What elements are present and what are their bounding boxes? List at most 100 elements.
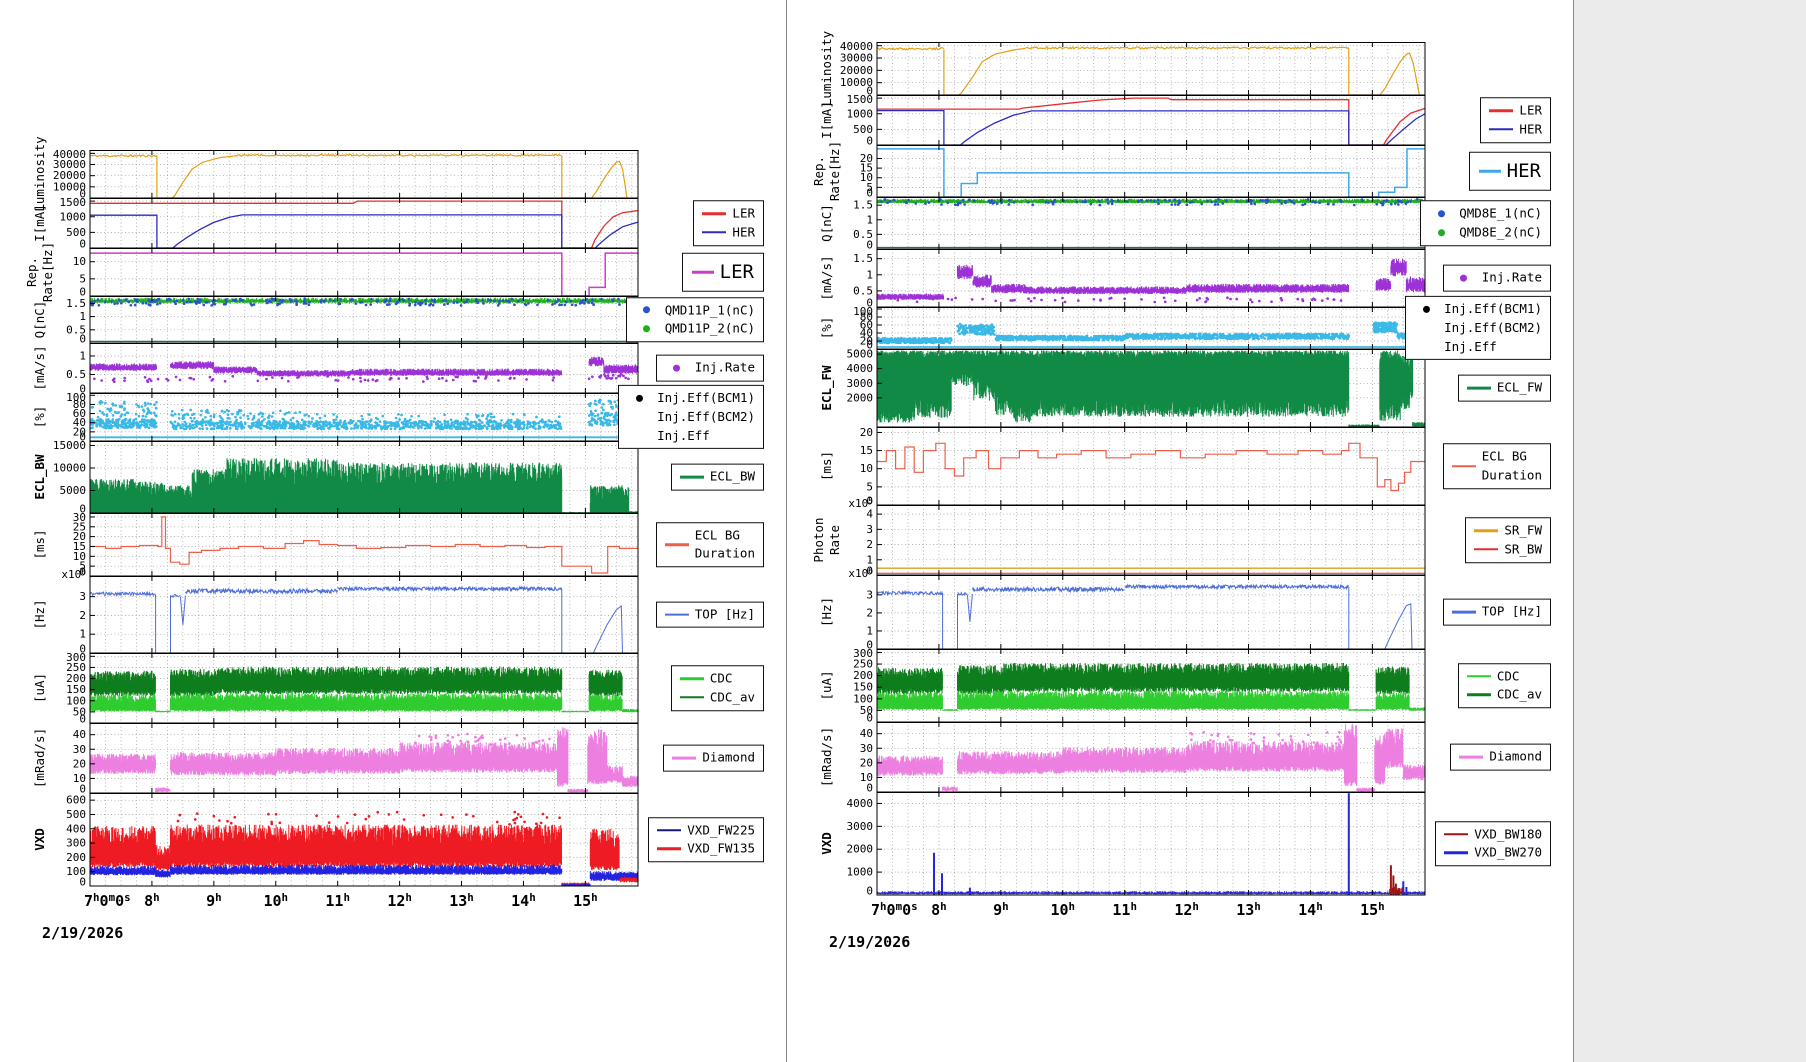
subplot-row-eff-l: 0 20 40 60 80 100 [%] Inj.Eff(BCM1) Inj.Eff(BCM2…	[0, 384, 786, 450]
legend-label: QMD8E_2(nC)	[1459, 224, 1542, 239]
svg-text:1: 1	[79, 349, 86, 362]
legend-line-marker	[657, 847, 682, 851]
legend-entry: Inj.Eff(BCM1)	[627, 389, 755, 408]
legend-cell-rep-l: LER	[638, 248, 786, 296]
legend-entry: Inj.Rate	[1452, 269, 1542, 288]
legend-eff-l: Inj.Eff(BCM1) Inj.Eff(BCM2) Inj.Eff	[618, 384, 764, 450]
svg-text:100: 100	[66, 694, 86, 707]
legend-cell-inj-r: Inj.Rate	[1425, 249, 1573, 307]
svg-text:1: 1	[866, 213, 873, 226]
legend-label: TOP [Hz]	[1481, 603, 1542, 619]
svg-text:[mA/s]: [mA/s]	[819, 255, 834, 300]
svg-text:100: 100	[853, 692, 873, 705]
legend-bg-l: ECL BG Duration	[655, 521, 764, 568]
ler-date-row: 2/19/2026	[42, 924, 786, 942]
legend-cell-lum-r	[1425, 42, 1573, 95]
svg-text:7h0m0s: 7h0m0s	[871, 900, 918, 919]
svg-text:10: 10	[860, 771, 873, 784]
legend-cdc-r: CDC CDC_av	[1457, 662, 1551, 709]
legend-cdc-l: CDC CDC_av	[670, 665, 764, 711]
subplot-row-vxd-l: 0 100 200 300 400 500 600 VXD 7h0m0s 8h 9h 10h 11h 12…	[0, 793, 786, 920]
svg-text:10000: 10000	[53, 180, 86, 193]
legend-entry: Inj.Rate	[665, 359, 755, 378]
svg-text:0: 0	[866, 782, 873, 795]
legend-label: VXD_BW180	[1474, 825, 1542, 841]
svg-text:1500: 1500	[847, 93, 874, 106]
legend-cell-eff-r: Inj.Eff(BCM1) Inj.Eff(BCM2) Inj.Eff	[1405, 295, 1573, 361]
svg-text:0: 0	[866, 339, 873, 352]
svg-text:40000: 40000	[53, 148, 86, 161]
legend-label: QMD8E_1(nC)	[1459, 205, 1542, 221]
legend-cell-ecl-r: ECL_FW	[1425, 349, 1573, 427]
legend-cell-top-l: TOP [Hz]	[638, 576, 786, 653]
legend-dia-l: Diamond	[663, 744, 764, 772]
svg-text:[%]: [%]	[32, 406, 47, 429]
svg-text:300: 300	[66, 651, 86, 664]
legend-inj-r: Inj.Rate	[1442, 264, 1551, 292]
svg-text:60: 60	[73, 407, 86, 420]
svg-text:15000: 15000	[53, 439, 86, 452]
legend-entry: ECL_FW	[1466, 379, 1542, 398]
svg-text:0: 0	[79, 188, 86, 201]
svg-text:0: 0	[866, 639, 873, 652]
svg-text:9h: 9h	[993, 900, 1009, 919]
plot-inj-r: 00.5 1 1.5 [mA/s]	[819, 249, 1426, 310]
svg-text:[uA]: [uA]	[32, 673, 47, 703]
svg-text:500: 500	[853, 123, 873, 136]
svg-text:100: 100	[66, 865, 86, 878]
legend-cell-dia-l: Diamond	[638, 723, 786, 793]
legend-entry: Diamond	[1459, 748, 1542, 767]
legend-cell-cdc-l: CDC CDC_av	[638, 653, 786, 723]
svg-text:1: 1	[866, 624, 873, 637]
svg-text:80: 80	[860, 311, 873, 324]
svg-text:20: 20	[860, 152, 873, 165]
svg-text:11h: 11h	[325, 891, 350, 910]
legend-label: CDC	[709, 670, 733, 686]
subplot-row-cdc-r: 0 50 100 150 200 250 300 [uA] CDC CDC_av	[787, 647, 1573, 725]
ler-date-label: 2/19/2026	[42, 924, 124, 942]
svg-text:10: 10	[860, 462, 873, 475]
legend-q-l: QMD11P_1(nC) QMD11P_2(nC)	[625, 296, 764, 343]
legend-label: Inj.Eff(BCM2)	[1444, 319, 1542, 335]
svg-text:150: 150	[853, 681, 873, 694]
svg-text:0: 0	[79, 566, 86, 579]
legend-line-marker	[679, 475, 704, 479]
legend-cur-l: LER HER	[693, 200, 764, 246]
legend-entry: VXD_BW270	[1444, 844, 1542, 863]
legend-cell-bg-l: ECL BG Duration	[638, 513, 786, 576]
legend-entry: Diamond	[672, 749, 755, 768]
legend-line-marker	[691, 270, 714, 274]
legend-line-marker	[1489, 109, 1514, 112]
legend-label: Inj.Eff	[1444, 338, 1497, 354]
svg-text:150: 150	[66, 683, 86, 696]
legend-entry: TOP [Hz]	[1451, 603, 1542, 622]
legend-cell-q-r: QMD8E_1(nC) QMD8E_2(nC)	[1420, 197, 1573, 249]
svg-text:15: 15	[73, 540, 86, 553]
legend-inj-l: Inj.Rate	[655, 354, 764, 382]
legend-cell-bg-r: ECL BG Duration	[1425, 427, 1573, 505]
subplot-row-dia-l: 0 10 20 30 40 [mRad/s] Diamond	[0, 723, 786, 796]
legend-label: Inj.Rate	[1481, 269, 1542, 285]
legend-line-marker	[1474, 548, 1499, 551]
svg-text:5: 5	[79, 560, 86, 573]
svg-text:5000: 5000	[60, 484, 87, 497]
svg-text:0: 0	[866, 135, 873, 148]
legend-entry: VXD_FW225	[657, 821, 755, 840]
legend-label: ECL_FW	[1496, 379, 1542, 395]
subplot-row-inj-l: 0 0.5 1 [mA/s] Inj.Rate	[0, 343, 786, 396]
svg-text:500: 500	[66, 808, 86, 821]
legend-entry: VXD_FW135	[657, 840, 755, 859]
svg-text:200: 200	[66, 672, 86, 685]
svg-text:1.5: 1.5	[853, 252, 873, 265]
her-subplot-stack: 0 10000 20000 30000 40000 Luminosity 0 500 1000 1…	[787, 30, 1573, 929]
svg-text:0: 0	[866, 565, 873, 578]
svg-text:14h: 14h	[511, 891, 536, 910]
svg-text:ECL_FW: ECL_FW	[819, 365, 835, 411]
svg-text:10000: 10000	[840, 76, 873, 89]
legend-line-marker	[672, 756, 697, 760]
svg-text:[uA]: [uA]	[819, 670, 834, 700]
legend-label: LER	[732, 205, 755, 221]
legend-cell-dia-r: Diamond	[1425, 722, 1573, 792]
